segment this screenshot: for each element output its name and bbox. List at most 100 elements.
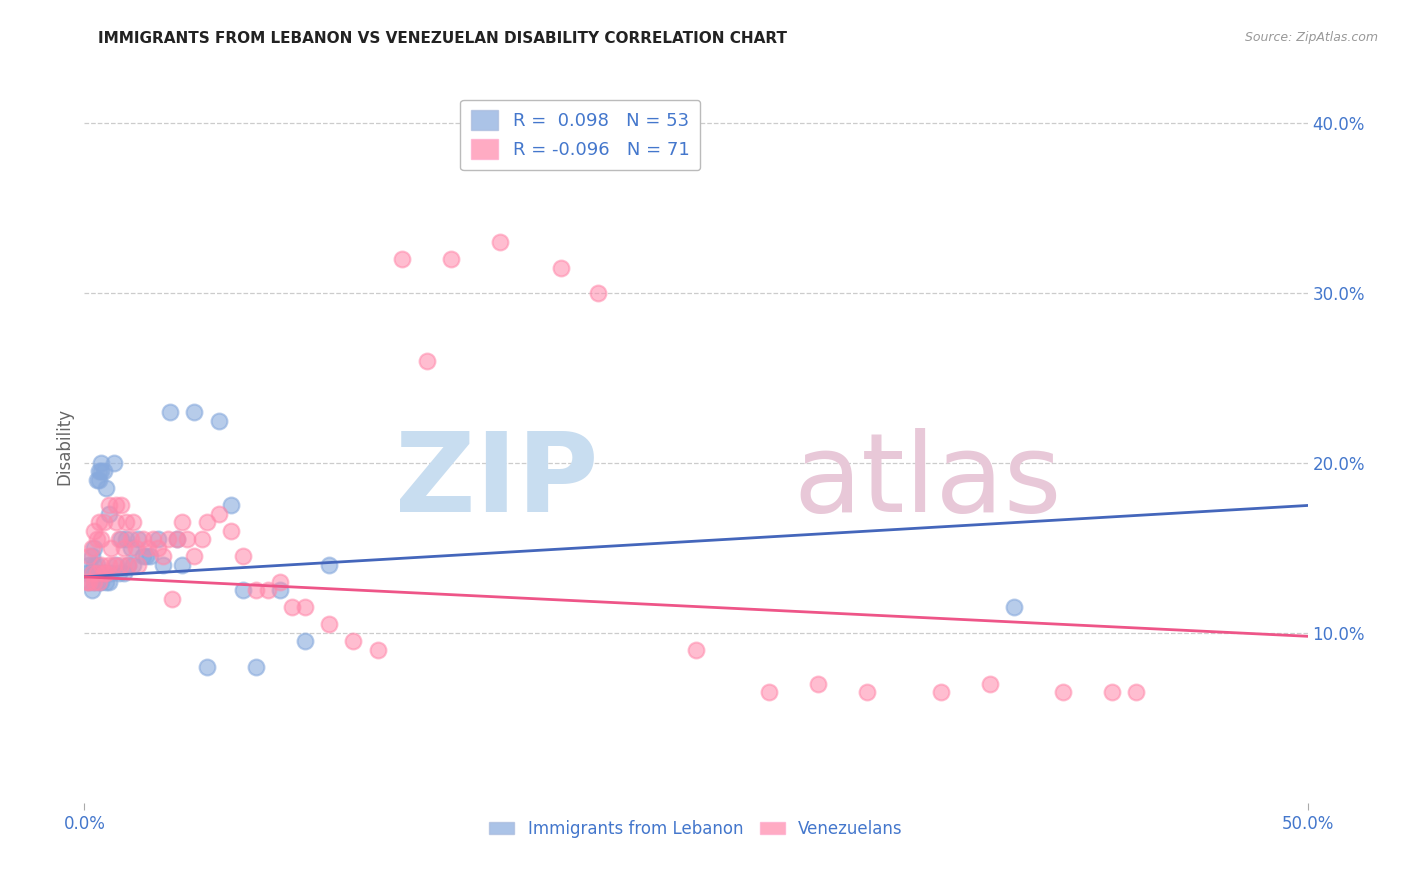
Point	[107, 566, 129, 581]
Point	[86, 558, 108, 572]
Point	[269, 583, 291, 598]
Point	[139, 549, 162, 564]
Point	[294, 634, 316, 648]
Point	[97, 574, 120, 589]
Point	[125, 541, 148, 555]
Point	[127, 533, 149, 547]
Point	[103, 558, 125, 572]
Point	[83, 541, 105, 555]
Point	[97, 499, 120, 513]
Text: IMMIGRANTS FROM LEBANON VS VENEZUELAN DISABILITY CORRELATION CHART: IMMIGRANTS FROM LEBANON VS VENEZUELAN DI…	[98, 31, 787, 46]
Point	[100, 541, 122, 555]
Point	[86, 566, 108, 581]
Point	[77, 549, 100, 564]
Point	[929, 685, 952, 699]
Point	[1002, 600, 1025, 615]
Point	[117, 558, 139, 572]
Point	[90, 465, 112, 479]
Point	[76, 574, 98, 589]
Text: Source: ZipAtlas.com: Source: ZipAtlas.com	[1244, 31, 1378, 45]
Point	[110, 533, 132, 547]
Point	[97, 507, 120, 521]
Point	[120, 541, 142, 555]
Point	[100, 566, 122, 581]
Point	[219, 499, 242, 513]
Text: ZIP: ZIP	[395, 428, 598, 535]
Point	[195, 660, 218, 674]
Point	[83, 558, 105, 572]
Point	[80, 566, 103, 581]
Point	[172, 516, 194, 530]
Point	[83, 524, 105, 538]
Point	[232, 549, 254, 564]
Point	[183, 549, 205, 564]
Point	[856, 685, 879, 699]
Point	[87, 473, 110, 487]
Point	[80, 566, 103, 581]
Point	[1125, 685, 1147, 699]
Point	[440, 252, 463, 266]
Point	[1101, 685, 1123, 699]
Point	[117, 558, 139, 572]
Point	[318, 558, 340, 572]
Point	[86, 566, 108, 581]
Point	[90, 533, 112, 547]
Point	[166, 533, 188, 547]
Point	[183, 405, 205, 419]
Point	[112, 541, 135, 555]
Point	[83, 574, 105, 589]
Point	[86, 473, 108, 487]
Point	[83, 574, 105, 589]
Point	[90, 456, 112, 470]
Point	[136, 541, 159, 555]
Point	[93, 516, 115, 530]
Point	[96, 566, 118, 581]
Point	[132, 549, 155, 564]
Point	[191, 533, 214, 547]
Point	[122, 558, 145, 572]
Point	[245, 660, 267, 674]
Point	[93, 566, 115, 581]
Point	[103, 456, 125, 470]
Point	[245, 583, 267, 598]
Point	[257, 583, 280, 598]
Point	[195, 516, 218, 530]
Point	[318, 617, 340, 632]
Point	[146, 533, 169, 547]
Point	[269, 574, 291, 589]
Point	[550, 260, 572, 275]
Point	[115, 533, 138, 547]
Point	[416, 354, 439, 368]
Y-axis label: Disability: Disability	[55, 408, 73, 484]
Point	[96, 482, 118, 496]
Point	[87, 574, 110, 589]
Point	[122, 516, 145, 530]
Point	[586, 286, 609, 301]
Point	[107, 533, 129, 547]
Point	[807, 677, 830, 691]
Point	[172, 558, 194, 572]
Text: atlas: atlas	[794, 428, 1063, 535]
Point	[110, 499, 132, 513]
Point	[219, 524, 242, 538]
Point	[162, 591, 184, 606]
Point	[112, 566, 135, 581]
Point	[77, 558, 100, 572]
Point	[176, 533, 198, 547]
Point	[281, 600, 304, 615]
Point	[77, 574, 100, 589]
Point	[166, 533, 188, 547]
Legend: Immigrants from Lebanon, Venezuelans: Immigrants from Lebanon, Venezuelans	[482, 814, 910, 845]
Point	[159, 405, 181, 419]
Point	[758, 685, 780, 699]
Point	[156, 533, 179, 547]
Point	[87, 516, 110, 530]
Point	[685, 643, 707, 657]
Point	[80, 541, 103, 555]
Point	[294, 600, 316, 615]
Point	[1052, 685, 1074, 699]
Point	[97, 558, 120, 572]
Point	[87, 574, 110, 589]
Point	[77, 574, 100, 589]
Point	[87, 465, 110, 479]
